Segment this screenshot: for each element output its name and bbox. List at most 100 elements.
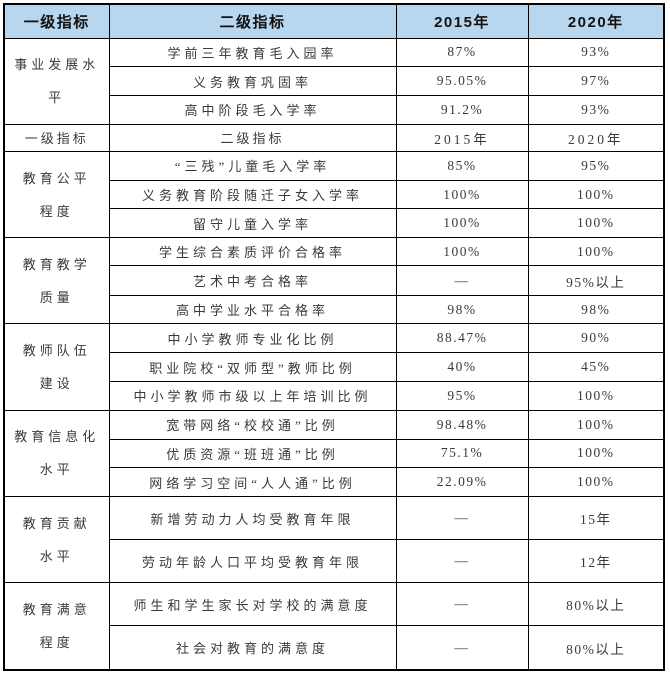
indicator-cell: 义务教育巩固率 [108, 66, 397, 97]
group-cell: 教育信息化 水平 [3, 409, 110, 498]
value-cell-v2020: 100% [527, 179, 665, 210]
group-cell: 教育公平 程度 [3, 150, 110, 239]
repeat-header-cell-0: 一级指标 [3, 123, 110, 152]
group-label-line: 程度 [39, 203, 74, 219]
value-cell-v2015: 22.09% [395, 467, 529, 498]
value-cell-v2015: 40% [395, 352, 529, 382]
repeat-header-cell-1: 二级指标 [108, 123, 397, 152]
value-cell-v2015: — [395, 582, 529, 627]
table-row: 义务教育阶段随迁子女入学率 100% 100% [4, 179, 665, 210]
indicator-cell: 学生综合素质评价合格率 [108, 237, 397, 267]
group-label-line: 教育公平 [22, 170, 91, 186]
table-row: 中小学教师市级以上年培训比例 95% 100% [4, 381, 665, 411]
table-row: 高中学业水平合格率 98% 98% [4, 295, 665, 325]
indicator-cell: 社会对教育的满意度 [108, 625, 397, 671]
value-cell-v2020: 100% [527, 409, 665, 440]
table-row: 留守儿童入学率 100% 100% [4, 208, 665, 239]
group-label-line: 程度 [39, 635, 74, 651]
value-cell-v2015: 87% [395, 37, 529, 68]
value-cell-v2015: 91.2% [395, 95, 529, 125]
indicator-cell: 义务教育阶段随迁子女入学率 [108, 179, 397, 210]
indicator-cell: 优质资源“班班通”比例 [108, 438, 397, 469]
indicator-cell: 中小学教师市级以上年培训比例 [108, 381, 397, 411]
repeat-header-row: 一级指标 二级指标 2015年 2020年 [3, 123, 665, 152]
value-cell-v2020: 98% [527, 295, 665, 325]
indicator-cell: 高中阶段毛入学率 [108, 95, 397, 125]
indicator-cell: 高中学业水平合格率 [108, 295, 397, 325]
group-cell: 教师队伍 建设 [3, 323, 110, 411]
group-label-line: 水平 [39, 548, 74, 564]
table-row: 事业发展水平学前三年教育毛入园率 87% 93% [3, 37, 665, 125]
value-cell-v2015: 100% [395, 237, 529, 267]
group-label-line: 质量 [39, 289, 74, 305]
group-label-line: 教育满意 [22, 602, 91, 618]
table-row: 网络学习空间“人人通”比例 22.09% 100% [4, 467, 665, 498]
value-cell-v2015: 98% [395, 295, 529, 325]
indicator-cell: 网络学习空间“人人通”比例 [108, 467, 397, 498]
group-cell: 教育贡献 水平 [3, 496, 110, 584]
value-cell-v2020: 97% [527, 66, 665, 97]
value-cell-v2020: 100% [527, 381, 665, 411]
value-cell-v2020: 90% [527, 323, 665, 354]
value-cell-v2020: 15年 [527, 496, 665, 541]
table-body: 事业发展水平学前三年教育毛入园率 87% 93% 义务教育巩固率 95.05% 97% 高中… [3, 37, 665, 671]
column-header-2: 2015年 [395, 3, 529, 39]
table-row: 教育贡献 水平 新增劳动力人均受教育年限 —15年 [3, 496, 665, 584]
indicator-cell: 劳动年龄人口平均受教育年限 [108, 539, 397, 584]
column-header-0: 一级指标 [3, 3, 110, 39]
table-row: 优质资源“班班通”比例 75.1% 100% [4, 438, 665, 469]
value-cell-v2020: 95%以上 [527, 265, 665, 297]
table-head-row: 一级指标 二级指标 2015年 2020年 [3, 3, 665, 39]
value-cell-v2015: 95.05% [395, 66, 529, 97]
value-cell-v2015: 100% [395, 179, 529, 210]
table-row: 教育教学 质量 学生综合素质评价合格率 100% 100% [3, 237, 665, 325]
value-cell-v2020: 45% [527, 352, 665, 382]
indicator-cell: 留守儿童入学率 [108, 208, 397, 239]
table-head: 一级指标 二级指标 2015年 2020年 [3, 3, 665, 39]
value-cell-v2020: 12年 [527, 539, 665, 584]
group-label-line: 平 [48, 90, 66, 106]
group-label-line: 事业发展水 [14, 57, 100, 73]
column-header-1: 二级指标 [108, 3, 397, 39]
group-label-line: 建设 [39, 376, 74, 392]
indicator-cell: 师生和学生家长对学校的满意度 [108, 582, 397, 627]
table-row: 教育满意程度 师生和学生家长对学校的满意度 —80%以上 [3, 582, 665, 671]
group-label-line: 教育教学 [22, 256, 91, 272]
value-cell-v2015: — [395, 625, 529, 671]
value-cell-v2015: — [395, 265, 529, 297]
table-row: 劳动年龄人口平均受教育年限 —12年 [4, 539, 665, 584]
value-cell-v2015: — [395, 496, 529, 541]
value-cell-v2020: 100% [527, 467, 665, 498]
group-cell: 事业发展水平 [3, 37, 110, 125]
repeat-header-cell-2: 2015年 [395, 123, 529, 152]
repeat-header-cell-3: 2020年 [527, 123, 665, 152]
indicators-table: 一级指标 二级指标 2015年 2020年 事业发展水平学前三年教育毛入园率 87% 93… [3, 3, 665, 671]
indicator-cell: 学前三年教育毛入园率 [108, 37, 397, 68]
group-label-line: 教育贡献 [22, 515, 91, 531]
group-label-line: 水平 [39, 462, 74, 478]
value-cell-v2020: 80%以上 [527, 625, 665, 671]
value-cell-v2020: 93% [527, 95, 665, 125]
indicator-cell: 新增劳动力人均受教育年限 [108, 496, 397, 541]
indicator-cell: 宽带网络“校校通”比例 [108, 409, 397, 440]
value-cell-v2015: 95% [395, 381, 529, 411]
value-cell-v2020: 93% [527, 37, 665, 68]
table-row: 教师队伍 建设 中小学教师专业化比例 88.47% 90% [3, 323, 665, 411]
value-cell-v2015: 85% [395, 150, 529, 181]
table-row: 社会对教育的满意度 —80%以上 [4, 625, 665, 671]
indicator-cell: “三残”儿童毛入学率 [108, 150, 397, 181]
indicator-cell: 艺术中考合格率 [108, 265, 397, 297]
value-cell-v2015: — [395, 539, 529, 584]
indicator-cell: 中小学教师专业化比例 [108, 323, 397, 354]
value-cell-v2015: 100% [395, 208, 529, 239]
group-label-line: 教育信息化 [14, 429, 100, 445]
table-row: 高中阶段毛入学率 91.2% 93% [4, 95, 665, 125]
value-cell-v2015: 75.1% [395, 438, 529, 469]
value-cell-v2020: 80%以上 [527, 582, 665, 627]
value-cell-v2020: 95% [527, 150, 665, 181]
value-cell-v2020: 100% [527, 438, 665, 469]
column-header-3: 2020年 [527, 3, 665, 39]
value-cell-v2015: 98.48% [395, 409, 529, 440]
table-row: 教育公平 程度 “三残”儿童毛入学率 85% 95% [3, 150, 665, 239]
